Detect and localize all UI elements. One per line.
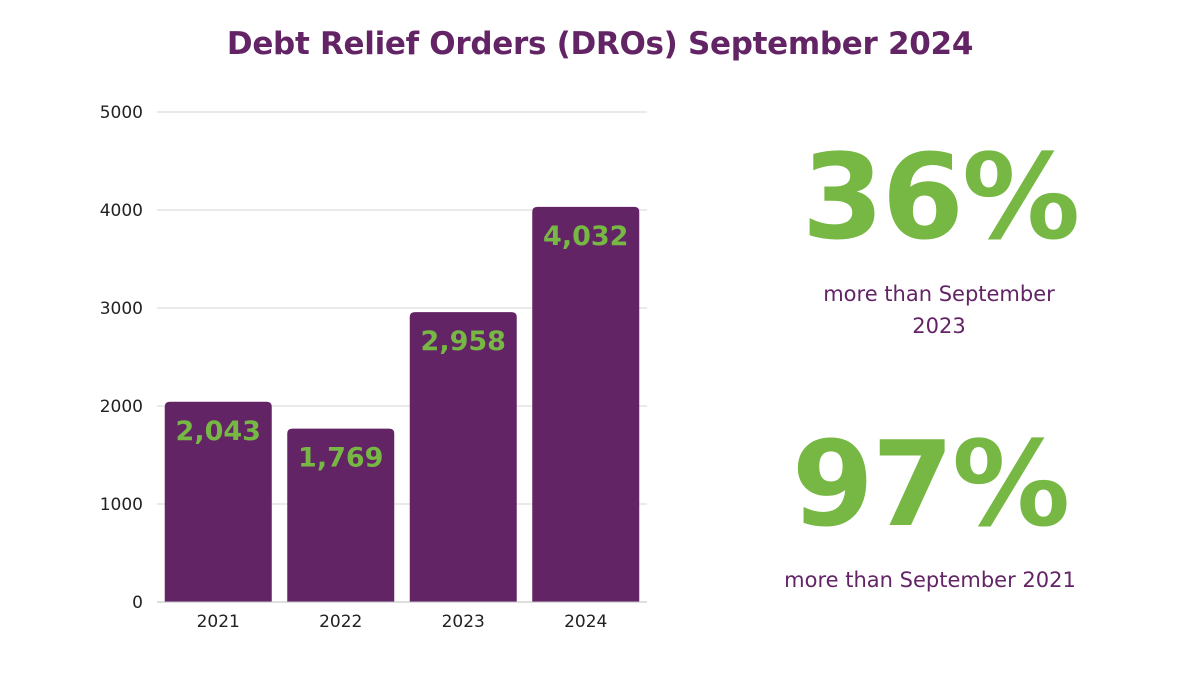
stat-value-97-percent: 97% xyxy=(791,415,1070,553)
y-tick-label-4000: 4000 xyxy=(100,201,143,221)
y-tick-label-0: 0 xyxy=(132,593,143,613)
data-label-2022: 1,769 xyxy=(298,443,383,474)
data-label-2021: 2,043 xyxy=(176,416,261,447)
y-tick-label-5000: 5000 xyxy=(100,103,143,123)
x-tick-label-2022: 2022 xyxy=(319,612,362,632)
y-tick-label-3000: 3000 xyxy=(100,299,143,319)
x-tick-label-2021: 2021 xyxy=(197,612,240,632)
y-tick-label-1000: 1000 xyxy=(100,495,143,515)
bar-2021 xyxy=(164,401,272,602)
bar-2024 xyxy=(532,206,640,602)
bar-chart: 0 1000 2000 3000 4000 5000 2,043 2021 1,769 2022 2… xyxy=(100,103,647,632)
data-label-2024: 4,032 xyxy=(543,221,628,252)
bar-2023 xyxy=(409,312,517,602)
x-tick-label-2023: 2023 xyxy=(442,612,485,632)
page-title: Debt Relief Orders (DROs) September 2024 xyxy=(226,26,974,62)
y-tick-label-2000: 2000 xyxy=(100,397,143,417)
bar-2022 xyxy=(287,428,395,602)
stat-value-36-percent: 36% xyxy=(801,128,1080,266)
x-tick-label-2024: 2024 xyxy=(564,612,607,632)
stat-caption-september-2023: more than September 2023 xyxy=(823,282,1055,338)
data-label-2023: 2,958 xyxy=(421,326,506,357)
stat-caption-september-2021: more than September 2021 xyxy=(784,568,1076,592)
